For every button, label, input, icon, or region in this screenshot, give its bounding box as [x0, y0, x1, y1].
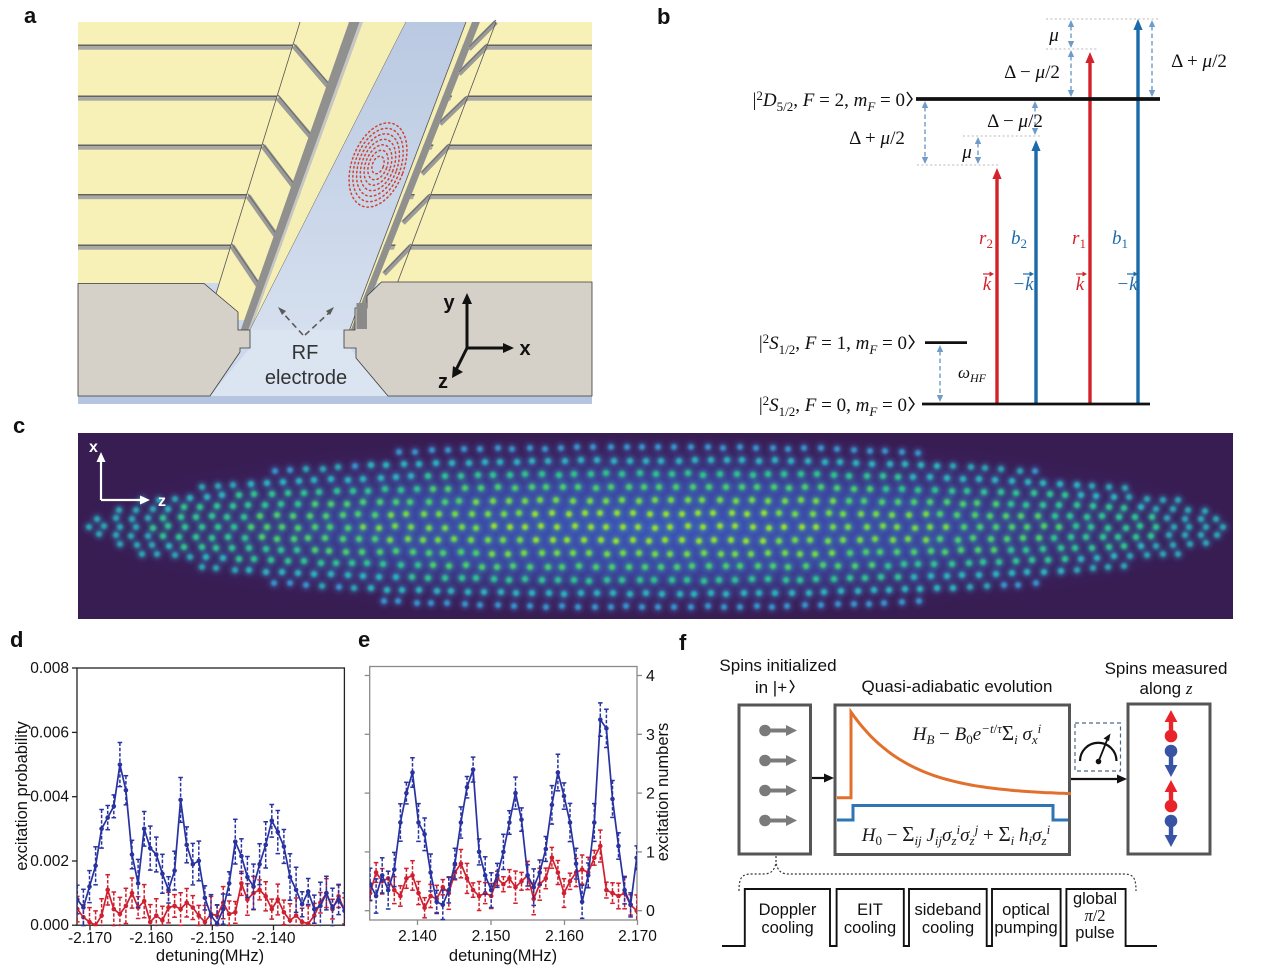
svg-text:2.150: 2.150	[472, 928, 511, 945]
svg-text:pumping: pumping	[994, 919, 1057, 937]
svg-text:b2: b2	[1011, 228, 1027, 251]
svg-text:Spins measured: Spins measured	[1105, 659, 1228, 678]
svg-text:r1: r1	[1072, 228, 1086, 251]
svg-text:Doppler: Doppler	[759, 901, 817, 919]
svg-text:r2: r2	[979, 228, 993, 251]
svg-text:z: z	[158, 493, 166, 510]
svg-text:RF: RF	[292, 342, 319, 364]
svg-text:a: a	[24, 3, 37, 28]
svg-text:k: k	[1076, 274, 1085, 295]
svg-text:-2.150: -2.150	[190, 930, 234, 947]
svg-text:global: global	[1073, 890, 1117, 908]
svg-text:detuning(MHz): detuning(MHz)	[449, 947, 557, 965]
svg-text:Δ − μ/2: Δ − μ/2	[1004, 62, 1060, 83]
svg-text:1: 1	[646, 844, 655, 861]
svg-text:|2D5/2, F = 2, mF = 0: |2D5/2, F = 2, mF = 0	[753, 88, 905, 114]
svg-text:f: f	[679, 630, 687, 655]
svg-text:π/2: π/2	[1084, 906, 1105, 925]
svg-text:|2S1/2, F = 0, mF = 0: |2S1/2, F = 0, mF = 0	[759, 393, 907, 419]
svg-text:0.006: 0.006	[30, 724, 69, 741]
svg-text:0.008: 0.008	[30, 660, 69, 677]
svg-text:c: c	[13, 413, 25, 438]
svg-text:-2.140: -2.140	[252, 930, 296, 947]
svg-text:Δ + μ/2: Δ + μ/2	[1171, 51, 1227, 72]
svg-text:2: 2	[646, 786, 655, 803]
svg-text:0.000: 0.000	[30, 917, 69, 934]
svg-text:-2.160: -2.160	[129, 930, 173, 947]
svg-text:Spins initialized: Spins initialized	[719, 656, 836, 675]
svg-text:EIT: EIT	[857, 901, 883, 919]
svg-text:b1: b1	[1112, 228, 1128, 251]
svg-text:cooling: cooling	[761, 919, 813, 937]
svg-text:optical: optical	[1002, 901, 1050, 919]
svg-text:cooling: cooling	[844, 919, 896, 937]
svg-text:sideband: sideband	[915, 901, 982, 919]
svg-text:detuning(MHz): detuning(MHz)	[156, 947, 264, 965]
svg-text:2.140: 2.140	[398, 928, 437, 945]
svg-text:4: 4	[646, 668, 655, 685]
svg-text:b: b	[657, 4, 670, 29]
svg-text:H0 − Σij Jijσziσzj + Σi hiσzi: H0 − Σij Jijσziσzj + Σi hiσzi	[861, 822, 1051, 848]
svg-text:Δ − μ/2: Δ − μ/2	[987, 111, 1043, 132]
svg-text:−k: −k	[1012, 274, 1034, 295]
svg-text:ωHF: ωHF	[958, 363, 987, 385]
svg-text:0: 0	[646, 903, 655, 920]
svg-text:y: y	[443, 292, 455, 314]
svg-text:k: k	[983, 274, 992, 295]
svg-text:electrode: electrode	[265, 367, 347, 389]
svg-text:e: e	[358, 627, 370, 652]
svg-text:d: d	[10, 627, 23, 652]
svg-text:-2.170: -2.170	[68, 930, 112, 947]
svg-text:excitation numbers: excitation numbers	[654, 723, 672, 862]
svg-text:x: x	[519, 338, 530, 360]
svg-text:0.004: 0.004	[30, 789, 69, 806]
svg-text:x: x	[89, 439, 98, 456]
svg-text:−k: −k	[1116, 274, 1138, 295]
svg-text:excitation probability: excitation probability	[13, 721, 31, 871]
svg-text:|2S1/2, F = 1, mF = 0: |2S1/2, F = 1, mF = 0	[759, 331, 907, 357]
svg-text:μ: μ	[961, 142, 972, 163]
svg-text:3: 3	[646, 727, 655, 744]
svg-text:HB − B0e−t/τΣi σxi: HB − B0e−t/τΣi σxi	[912, 721, 1042, 747]
svg-text:cooling: cooling	[922, 919, 974, 937]
svg-text:z: z	[438, 371, 448, 393]
svg-text:2.160: 2.160	[545, 928, 584, 945]
svg-text:along z: along z	[1140, 679, 1193, 698]
svg-text:pulse: pulse	[1075, 924, 1114, 942]
svg-text:0.002: 0.002	[30, 853, 69, 870]
svg-text:μ: μ	[1048, 25, 1059, 46]
svg-text:in |+: in |+	[755, 678, 787, 697]
svg-text:Δ + μ/2: Δ + μ/2	[849, 128, 905, 149]
svg-text:Quasi-adiabatic evolution: Quasi-adiabatic evolution	[862, 677, 1053, 696]
svg-text:2.170: 2.170	[618, 928, 657, 945]
